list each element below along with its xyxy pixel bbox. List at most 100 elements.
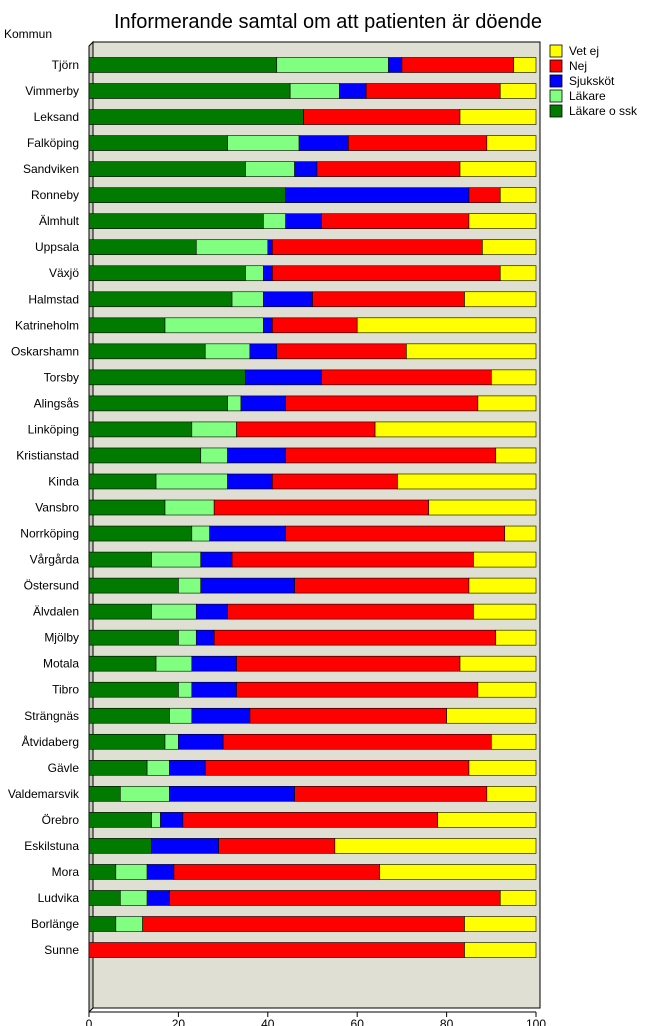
- bar-segment-vet-ej: [473, 603, 537, 620]
- bar-row-v-xj: [88, 265, 537, 282]
- bar-segment-l-kare-o-ssk: [88, 707, 170, 724]
- bar-segment-l-kare: [155, 473, 228, 490]
- bar-segment-vet-ej: [397, 473, 537, 490]
- bar-segment-l-kare-o-ssk: [88, 525, 193, 542]
- bar-row-tj-rn: [88, 57, 537, 73]
- bar-segment-l-kare: [151, 812, 161, 828]
- bar-segment-sjuksk-t: [227, 447, 286, 464]
- bar-segment-l-kare: [164, 499, 215, 516]
- x-tick-label: 60: [351, 1017, 365, 1026]
- bar-row-norrk-ping: [88, 525, 537, 542]
- legend-item-l-kare-o-ssk: Läkare o ssk: [549, 104, 638, 118]
- category-label: Kinda: [48, 474, 79, 488]
- bar-segment-l-kare-o-ssk: [88, 239, 197, 256]
- bar-segment-sjuksk-t: [195, 603, 228, 620]
- bar-segment-vet-ej: [499, 83, 537, 99]
- bar-segment-nej: [249, 707, 447, 724]
- category-label: Ludvika: [38, 891, 80, 905]
- bar-segment-nej: [321, 213, 470, 229]
- bar-segment-vet-ej: [356, 317, 537, 334]
- bar-segment-nej: [468, 187, 501, 203]
- category-label: Halmstad: [28, 292, 79, 306]
- category-label: Norrköping: [20, 527, 79, 541]
- bar-segment-l-kare-o-ssk: [88, 838, 152, 854]
- bar-segment-vet-ej: [406, 343, 537, 360]
- bar-segment-l-kare-o-ssk: [88, 681, 179, 698]
- bar-segment-l-kare-o-ssk: [88, 291, 233, 308]
- x-tick-label: 40: [261, 1017, 275, 1026]
- bar-segment-vet-ej: [477, 395, 537, 412]
- bar-row-link-ping: [88, 421, 537, 438]
- bar-segment-vet-ej: [334, 838, 537, 854]
- bar-segment-vet-ej: [477, 681, 537, 698]
- bar-row-rebro: [88, 812, 537, 828]
- bar-row-ludvika: [88, 890, 537, 906]
- bar-segment-l-kare: [204, 343, 251, 360]
- bar-segment-vet-ej: [504, 525, 537, 542]
- bar-segment-l-kare: [227, 135, 300, 151]
- bar-segment-vet-ej: [499, 890, 537, 906]
- bar-segment-sjuksk-t: [298, 135, 349, 151]
- bar-segment-l-kare-o-ssk: [88, 864, 117, 880]
- bar-segment-sjuksk-t: [227, 473, 273, 490]
- bar-segment-nej: [88, 942, 465, 958]
- bar-segment-l-kare: [227, 395, 242, 412]
- bar-segment-sjuksk-t: [240, 395, 286, 412]
- bar-segment-l-kare: [289, 83, 340, 99]
- bar-row-ronneby: [88, 187, 537, 203]
- bar-segment-nej: [271, 473, 398, 490]
- bar-row-uppsala: [88, 239, 537, 256]
- bar-segment-nej: [236, 421, 376, 438]
- bar-segment-vet-ej: [379, 864, 537, 880]
- bar-segment-l-kare: [119, 786, 170, 802]
- bar-segment-sjuksk-t: [151, 838, 219, 854]
- category-label: Tibro: [52, 683, 79, 697]
- category-label: Växjö: [49, 266, 79, 280]
- bar-segment-l-kare: [115, 864, 148, 880]
- legend-swatch: [549, 89, 563, 103]
- bar-row-halmstad: [88, 291, 537, 308]
- legend-swatch: [549, 59, 563, 73]
- bar-segment-vet-ej: [473, 551, 537, 568]
- bar-segment-l-kare: [195, 239, 269, 256]
- legend-item-l-kare: Läkare: [549, 89, 606, 103]
- legend-label: Läkare: [569, 89, 606, 103]
- bar-segment-l-kare: [164, 317, 264, 334]
- x-tick-label: 100: [526, 1017, 546, 1026]
- legend-label: Läkare o ssk: [569, 104, 638, 118]
- bar-row-tibro: [88, 681, 537, 698]
- bar-segment-vet-ej: [468, 577, 537, 594]
- bar-segment-l-kare: [119, 890, 148, 906]
- category-label: Vansbro: [35, 501, 79, 515]
- category-labels: Tjörn Vimmerby Leksand Falköping Sandviken Ro…: [8, 58, 80, 957]
- bar-row-lvdalen: [88, 603, 537, 620]
- bar-segment-sjuksk-t: [178, 733, 224, 750]
- bar-row-falk-ping: [88, 135, 537, 151]
- category-label: Eskilstuna: [24, 839, 79, 853]
- bar-segment-l-kare-o-ssk: [88, 603, 152, 620]
- category-label: Gävle: [48, 761, 80, 775]
- bar-segment-vet-ej: [459, 161, 537, 177]
- category-label: Mora: [52, 865, 80, 879]
- bar-segment-nej: [365, 83, 501, 99]
- bar-segment-vet-ej: [464, 291, 537, 308]
- x-tick-label: 0: [86, 1017, 93, 1026]
- category-label: Älmhult: [39, 214, 80, 228]
- bar-segment-sjuksk-t: [191, 681, 237, 698]
- x-axis: 0 20 40 60 80 100: [86, 1012, 546, 1026]
- bar-segment-sjuksk-t: [209, 525, 286, 542]
- bar-segment-nej: [236, 681, 479, 698]
- bar-segment-l-kare-o-ssk: [88, 890, 121, 906]
- bar-segment-sjuksk-t: [263, 265, 273, 282]
- bar-segment-l-kare-o-ssk: [88, 812, 152, 828]
- category-label: Åtvidaberg: [22, 734, 79, 749]
- bar-row-v-rg-rda: [88, 551, 537, 568]
- bar-row-valdemarsvik: [88, 786, 537, 802]
- bar-segment-l-kare-o-ssk: [88, 161, 246, 177]
- bar-segment-nej: [316, 161, 461, 177]
- bar-row-vimmerby: [88, 83, 537, 99]
- category-label: Oskarshamn: [11, 344, 79, 358]
- bar-segment-l-kare: [200, 447, 228, 464]
- bar-segment-l-kare-o-ssk: [88, 577, 179, 594]
- bar-segment-l-kare: [178, 629, 197, 646]
